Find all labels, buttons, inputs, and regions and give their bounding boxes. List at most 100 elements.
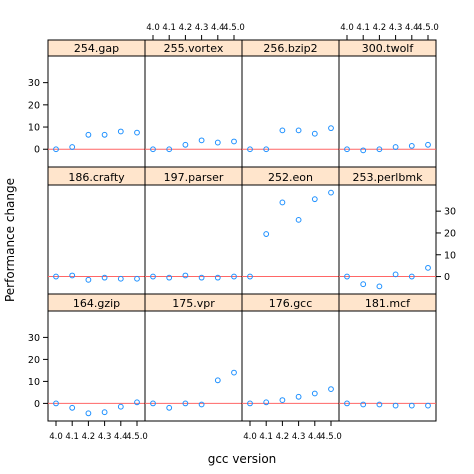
x-tick-label: 4.0 [49, 432, 63, 442]
y-tick-label: 0 [34, 399, 40, 410]
data-point [344, 400, 350, 407]
x-tick-label: 4.4 [114, 432, 128, 442]
panel-title: 176.gcc [269, 297, 313, 310]
data-point [198, 401, 205, 408]
data-point [425, 141, 431, 148]
panel-frame [47, 310, 146, 422]
data-point [150, 273, 156, 280]
data-point [311, 130, 318, 137]
panel-176-gcc: 176.gcc [241, 293, 340, 422]
panel-title: 254.gap [74, 42, 119, 55]
y-tick-label: 0 [34, 145, 40, 156]
data-point [101, 409, 108, 416]
y-tick-label: 30 [28, 333, 40, 344]
data-point [295, 127, 302, 134]
data-point [247, 273, 253, 280]
data-point [247, 146, 253, 153]
data-point [360, 281, 367, 288]
data-point [408, 402, 415, 409]
data-point [425, 402, 431, 409]
data-point [279, 199, 286, 206]
y-tick-label: 10 [444, 250, 456, 261]
y-tick-label: 20 [444, 228, 456, 239]
data-point [134, 129, 140, 136]
x-tick-label: 4.1 [162, 23, 176, 33]
panel-frame [338, 310, 437, 422]
x-tick-label: 4.2 [179, 23, 193, 33]
panel-164-gzip: 164.gzip [47, 293, 146, 422]
panel-title: 300.twolf [362, 42, 415, 55]
data-point [198, 137, 205, 144]
panel-252-eon: 252.eon [241, 166, 340, 295]
data-point [408, 143, 415, 149]
panel-frame [241, 310, 340, 422]
data-point [392, 271, 399, 278]
data-point [85, 276, 92, 283]
data-point [311, 196, 318, 203]
data-point [69, 144, 76, 150]
panel-title: 253.perlbmk [353, 171, 424, 184]
data-point [182, 400, 189, 407]
data-point [166, 274, 173, 281]
data-point [263, 399, 270, 406]
panel-186-crafty: 186.crafty [47, 166, 146, 295]
panel-frame [338, 55, 437, 168]
data-point [231, 369, 237, 376]
data-point [376, 283, 383, 290]
data-point [166, 404, 173, 411]
data-point [117, 403, 124, 410]
panel-frame [338, 184, 437, 295]
y-tick-label: 20 [28, 355, 40, 366]
panel-frame [144, 310, 243, 422]
x-tick-label: 4.1 [259, 432, 273, 442]
panels-layer: 254.gap 255.vortex 256.bzip2 300.twolf 186.c… [28, 23, 456, 442]
data-point [376, 146, 383, 153]
data-point [360, 147, 367, 154]
panel-175-vpr: 175.vpr [144, 293, 243, 422]
panel-title: 164.gzip [73, 297, 120, 310]
data-point [53, 400, 59, 407]
data-point [53, 273, 59, 280]
x-axis-label: gcc version [208, 452, 277, 466]
x-tick-label: 4.5.0 [223, 23, 245, 33]
panel-title: 181.mcf [365, 297, 411, 310]
panel-197-parser: 197.parser [144, 166, 243, 295]
y-tick-label: 30 [28, 78, 40, 89]
data-point [425, 264, 431, 271]
data-point [182, 141, 189, 148]
x-tick-label: 4.3 [98, 432, 112, 442]
data-point [247, 400, 253, 407]
data-point [150, 400, 156, 407]
panel-title: 197.parser [164, 171, 224, 184]
panel-254-gap: 254.gap [47, 39, 146, 168]
panel-300-twolf: 300.twolf [338, 39, 437, 168]
panel-255-vortex: 255.vortex [144, 39, 243, 168]
data-point [182, 272, 189, 279]
x-tick-label: 4.0 [243, 432, 257, 442]
panel-title: 186.crafty [68, 171, 125, 184]
data-point [198, 274, 205, 281]
data-point [263, 231, 270, 237]
panel-frame [47, 184, 146, 295]
x-tick-label: 4.5.0 [126, 432, 148, 442]
data-point [344, 146, 350, 153]
panel-frame [241, 55, 340, 168]
x-tick-label: 4.3 [389, 23, 403, 33]
panel-181-mcf: 181.mcf [338, 293, 437, 422]
data-point [150, 146, 156, 153]
data-point [311, 390, 318, 397]
data-point [117, 128, 124, 135]
x-tick-label: 4.5.0 [320, 432, 342, 442]
y-tick-label: 0 [444, 272, 450, 283]
panel-title: 256.bzip2 [263, 42, 317, 55]
panel-256-bzip2: 256.bzip2 [241, 39, 340, 168]
data-point [214, 274, 221, 281]
x-tick-label: 4.2 [276, 432, 290, 442]
data-point [69, 404, 76, 411]
data-point [392, 144, 399, 150]
panel-frame [144, 184, 243, 295]
y-tick-label: 30 [444, 207, 456, 218]
data-point [328, 125, 334, 132]
panel-frame [144, 55, 243, 168]
